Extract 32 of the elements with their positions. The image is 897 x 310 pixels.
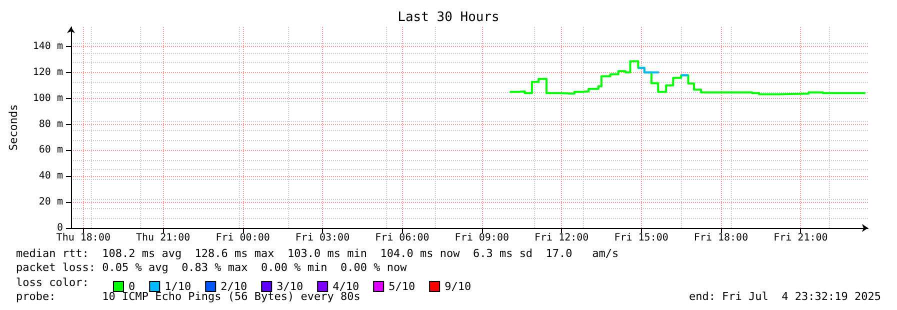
y-tick-label: 20 m [38, 196, 63, 208]
y-tick-label: 120 m [32, 66, 63, 78]
x-tick-label: Fri 09:00 [454, 232, 509, 244]
text: probe: 10 ICMP Echo Pings (56 Bytes) every 80s [16, 290, 360, 303]
legend-label: 3/10 [276, 280, 304, 293]
x-tick-label: Fri 03:00 [295, 232, 350, 244]
chart-title: Last 30 Hours [398, 10, 500, 25]
y-tick-label: 80 m [38, 118, 63, 130]
text: end: Fri Jul 4 23:32:19 2025 [688, 290, 882, 303]
legend-label: 5/10 [388, 280, 416, 293]
y-tick-label: 100 m [32, 92, 63, 104]
legend-label: 0 [128, 280, 136, 293]
y-tick-label: 60 m [38, 144, 63, 156]
x-tick-label: Thu 21:00 [136, 232, 190, 244]
text: median rtt: 108.2 ms avg 128.6 ms max 103.0 ms min 104.0 ms now 6.3 ms sd 17.0 am/s [16, 247, 619, 260]
y-axis-title: Seconds [7, 104, 20, 151]
x-tick-label: Fri 18:00 [694, 232, 748, 244]
text: packet loss: 0.05 % avg 0.83 % max 0.00 % min 0.00 % now [16, 261, 408, 274]
y-tick-label: 0 [56, 222, 63, 234]
x-tick-label: Fri 00:00 [216, 232, 270, 244]
x-tick-label: Fri 15:00 [614, 232, 668, 244]
x-tick-label: Fri 21:00 [774, 232, 828, 244]
y-tick-label: 40 m [38, 170, 63, 182]
legend-label: 1/10 [164, 280, 192, 293]
x-tick-label: Fri 06:00 [375, 232, 430, 244]
legend-label: 4/10 [332, 280, 360, 293]
legend-label: 2/10 [220, 280, 248, 293]
legend-title: loss color: [16, 276, 89, 289]
y-tick-label: 140 m [32, 40, 63, 52]
x-tick-label: Fri 12:00 [534, 232, 589, 244]
x-tick-label: Thu 18:00 [56, 232, 110, 244]
legend-label: 9/10 [444, 280, 472, 293]
